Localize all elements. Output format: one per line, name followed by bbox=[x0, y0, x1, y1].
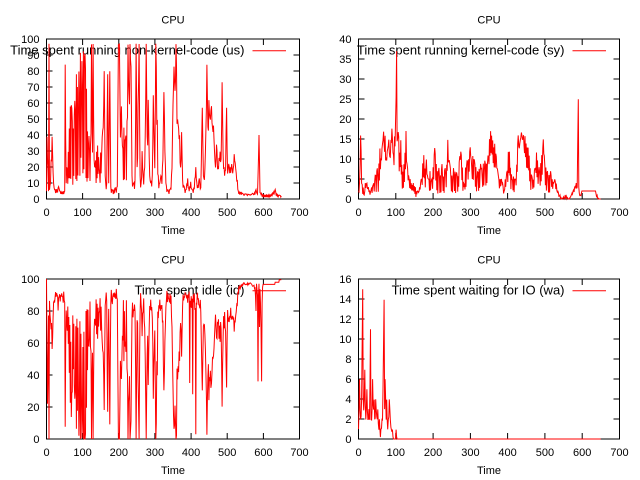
svg-text:300: 300 bbox=[146, 207, 164, 219]
svg-text:30: 30 bbox=[339, 74, 351, 86]
svg-text:2: 2 bbox=[345, 414, 351, 426]
svg-text:4: 4 bbox=[345, 394, 351, 406]
svg-text:0: 0 bbox=[355, 207, 361, 219]
svg-text:Time spent running kernel-code: Time spent running kernel-code (sy) bbox=[357, 43, 565, 58]
svg-text:Time spent waiting for IO (wa): Time spent waiting for IO (wa) bbox=[392, 283, 565, 298]
svg-text:500: 500 bbox=[536, 447, 554, 459]
svg-text:600: 600 bbox=[254, 207, 272, 219]
svg-text:Time spent running non-kernel-: Time spent running non-kernel-code (us) bbox=[10, 43, 244, 58]
svg-text:Time spent idle (id): Time spent idle (id) bbox=[134, 283, 244, 298]
svg-text:100: 100 bbox=[73, 447, 91, 459]
svg-text:15: 15 bbox=[339, 134, 351, 146]
svg-text:90: 90 bbox=[27, 50, 39, 62]
svg-text:700: 700 bbox=[610, 447, 628, 459]
svg-text:0: 0 bbox=[355, 447, 361, 459]
svg-text:60: 60 bbox=[27, 98, 39, 110]
svg-text:500: 500 bbox=[536, 207, 554, 219]
svg-text:200: 200 bbox=[110, 447, 128, 459]
svg-text:0: 0 bbox=[345, 434, 351, 446]
svg-text:CPU: CPU bbox=[161, 255, 184, 267]
svg-text:80: 80 bbox=[27, 66, 39, 78]
svg-text:400: 400 bbox=[498, 447, 516, 459]
svg-text:100: 100 bbox=[387, 207, 405, 219]
svg-text:100: 100 bbox=[21, 274, 39, 286]
svg-text:8: 8 bbox=[345, 354, 351, 366]
svg-text:70: 70 bbox=[27, 82, 39, 94]
svg-text:400: 400 bbox=[498, 207, 516, 219]
svg-text:60: 60 bbox=[27, 338, 39, 350]
svg-text:300: 300 bbox=[461, 447, 479, 459]
svg-text:500: 500 bbox=[218, 447, 236, 459]
svg-text:40: 40 bbox=[339, 34, 351, 46]
svg-text:0: 0 bbox=[345, 194, 351, 206]
svg-text:200: 200 bbox=[424, 207, 442, 219]
svg-text:14: 14 bbox=[339, 294, 351, 306]
svg-text:300: 300 bbox=[146, 447, 164, 459]
svg-text:0: 0 bbox=[43, 447, 49, 459]
svg-text:Time: Time bbox=[477, 465, 501, 477]
svg-text:200: 200 bbox=[424, 447, 442, 459]
svg-text:30: 30 bbox=[27, 146, 39, 158]
svg-text:40: 40 bbox=[27, 130, 39, 142]
svg-text:600: 600 bbox=[573, 447, 591, 459]
svg-text:100: 100 bbox=[21, 34, 39, 46]
svg-text:600: 600 bbox=[573, 207, 591, 219]
svg-text:700: 700 bbox=[610, 207, 628, 219]
svg-text:16: 16 bbox=[339, 274, 351, 286]
svg-text:700: 700 bbox=[290, 207, 308, 219]
svg-text:35: 35 bbox=[339, 54, 351, 66]
svg-text:400: 400 bbox=[182, 207, 200, 219]
svg-text:600: 600 bbox=[254, 447, 272, 459]
svg-text:Time: Time bbox=[161, 465, 185, 477]
svg-text:100: 100 bbox=[73, 207, 91, 219]
svg-text:10: 10 bbox=[339, 154, 351, 166]
svg-text:80: 80 bbox=[27, 306, 39, 318]
svg-text:40: 40 bbox=[27, 370, 39, 382]
svg-text:20: 20 bbox=[27, 402, 39, 414]
svg-text:Time: Time bbox=[477, 225, 501, 237]
svg-text:CPU: CPU bbox=[477, 15, 500, 27]
svg-text:0: 0 bbox=[33, 194, 39, 206]
svg-text:20: 20 bbox=[339, 114, 351, 126]
svg-text:CPU: CPU bbox=[161, 15, 184, 27]
svg-text:300: 300 bbox=[461, 207, 479, 219]
svg-text:700: 700 bbox=[290, 447, 308, 459]
svg-text:Time: Time bbox=[161, 225, 185, 237]
svg-text:50: 50 bbox=[27, 114, 39, 126]
svg-text:12: 12 bbox=[339, 314, 351, 326]
svg-text:400: 400 bbox=[182, 447, 200, 459]
svg-text:0: 0 bbox=[33, 434, 39, 446]
svg-text:5: 5 bbox=[345, 174, 351, 186]
svg-text:0: 0 bbox=[43, 207, 49, 219]
svg-text:200: 200 bbox=[110, 207, 128, 219]
svg-text:500: 500 bbox=[218, 207, 236, 219]
svg-text:25: 25 bbox=[339, 94, 351, 106]
svg-text:6: 6 bbox=[345, 374, 351, 386]
svg-text:CPU: CPU bbox=[477, 255, 500, 267]
svg-text:20: 20 bbox=[27, 162, 39, 174]
svg-text:10: 10 bbox=[27, 178, 39, 190]
svg-text:10: 10 bbox=[339, 334, 351, 346]
svg-text:100: 100 bbox=[387, 447, 405, 459]
